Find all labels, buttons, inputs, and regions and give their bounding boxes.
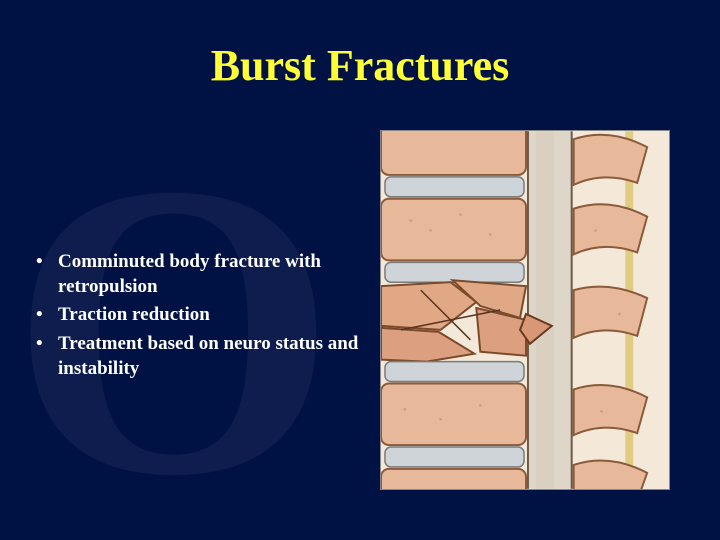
spine-svg [381, 131, 669, 489]
spine-illustration [380, 130, 670, 490]
list-item: Traction reduction [30, 303, 360, 328]
bullet-list: Comminuted body fracture with retropulsi… [30, 250, 360, 385]
list-item: Comminuted body fracture with retropulsi… [30, 250, 360, 299]
slide-title: Burst Fractures [0, 40, 720, 91]
list-item: Treatment based on neuro status and inst… [30, 332, 360, 381]
